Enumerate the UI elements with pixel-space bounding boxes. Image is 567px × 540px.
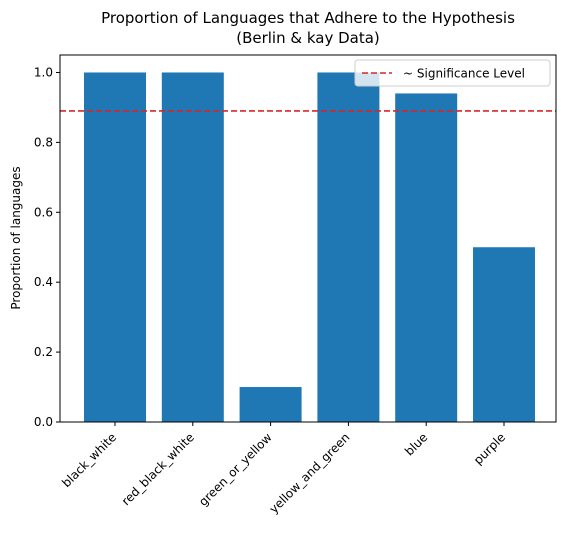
y-ticks-layer: 0.0 0.2 0.4 0.6 0.8 1.0 (34, 65, 60, 429)
y-axis-label: Proportion of languages (9, 166, 23, 309)
y-tick-label: 0.4 (34, 275, 53, 289)
chart-subtitle: (Berlin & kay Data) (236, 29, 380, 47)
x-tick-label: red_black_white (119, 430, 197, 508)
y-tick-label: 0.8 (34, 135, 53, 149)
legend: ~ Significance Level (354, 59, 551, 87)
y-tick-label: 0.6 (34, 205, 53, 219)
x-tick-label: green_or_yellow (196, 430, 275, 509)
axes-layer (59, 54, 557, 423)
x-tick-label: yellow_and_green (267, 430, 353, 516)
x-ticks-layer: black_white red_black_white green_or_yello… (59, 422, 508, 516)
x-tick-label: black_white (59, 430, 119, 490)
bar-red-black-white (161, 72, 224, 422)
bar-green-or-yellow (239, 387, 302, 422)
chart-title: Proportion of Languages that Adhere to t… (101, 9, 515, 27)
axes-frame (59, 54, 557, 423)
y-tick-label: 0.0 (34, 415, 53, 429)
x-tick-label: purple (471, 430, 508, 467)
y-tick-label: 1.0 (34, 65, 53, 79)
bar-purple (473, 247, 535, 422)
y-tick-label: 0.2 (34, 345, 53, 359)
bar-blue (395, 93, 458, 422)
legend-label-significance: ~ Significance Level (403, 67, 525, 81)
bar-yellow-and-green (317, 72, 380, 422)
legend-box (354, 59, 551, 87)
bar-black-white (84, 72, 146, 422)
bars-layer (84, 72, 535, 422)
x-tick-label: blue (402, 430, 430, 458)
